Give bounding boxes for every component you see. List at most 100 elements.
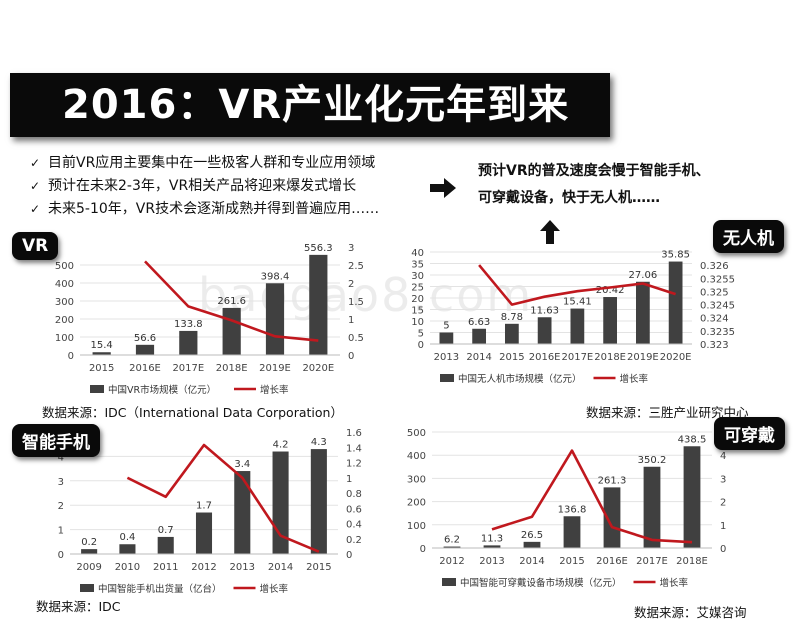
page-title: 2016：VR产业化元年到来 bbox=[62, 82, 570, 128]
y-tick-label: 300 bbox=[407, 474, 426, 485]
bar bbox=[472, 328, 487, 344]
y-tick-label: 200 bbox=[55, 315, 74, 326]
y-tick-label: 1 bbox=[58, 526, 64, 537]
data-label: 8.78 bbox=[501, 312, 523, 323]
data-label: 133.8 bbox=[174, 319, 203, 330]
bar bbox=[222, 307, 241, 355]
legend-bar-label: 中国VR市场规模（亿元） bbox=[108, 384, 216, 396]
y-tick-label: 500 bbox=[407, 428, 426, 439]
legend-bar-swatch bbox=[90, 385, 104, 393]
source-note-smartphone: 数据来源：IDC bbox=[36, 599, 121, 614]
y2-tick-label: 1.6 bbox=[346, 428, 362, 439]
title-banner: 2016：VR产业化元年到来 bbox=[10, 73, 610, 137]
data-label: 0.4 bbox=[119, 532, 135, 543]
x-tick-label: 2019E bbox=[627, 352, 659, 363]
bullet-item: ✓ 未来5-10年，VR技术会逐渐成熟并得到普遍应用…… bbox=[30, 198, 379, 221]
arrow-up-icon bbox=[540, 220, 560, 244]
bar bbox=[92, 352, 111, 355]
y2-tick-label: 0.323 bbox=[700, 340, 729, 351]
x-tick-label: 2017E bbox=[172, 363, 204, 374]
arrow-right-icon bbox=[430, 178, 456, 198]
callout-text: 预计VR的普及速度会慢于智能手机、 可穿戴设备，快于无人机…… bbox=[478, 163, 710, 206]
y2-tick-label: 0 bbox=[346, 550, 352, 561]
data-label: 11.63 bbox=[530, 305, 559, 316]
y2-tick-label: 0 bbox=[348, 351, 354, 362]
y-tick-label: 400 bbox=[55, 279, 74, 290]
data-label: 3.4 bbox=[234, 459, 250, 470]
data-label: 26.5 bbox=[521, 530, 543, 541]
bar bbox=[157, 536, 174, 554]
bar bbox=[483, 545, 501, 548]
bar bbox=[81, 549, 98, 554]
chart-tag-vr: VR bbox=[12, 232, 59, 260]
legend-line-label: 增长率 bbox=[260, 583, 289, 595]
y2-tick-label: 0 bbox=[720, 544, 726, 555]
y-tick-label: 0 bbox=[68, 351, 74, 362]
bar bbox=[563, 516, 581, 548]
x-tick-label: 2014 bbox=[466, 352, 491, 363]
bar bbox=[537, 317, 552, 344]
growth-line bbox=[478, 264, 677, 306]
x-tick-label: 2015 bbox=[89, 363, 114, 374]
bar bbox=[603, 297, 618, 344]
smartphone-shipment-chart: 0 1 2 3 4 0 0.2 0.4 0.6 0.8 1 1.2 1.4 1.6 0.2 2009 0.4 20… bbox=[58, 428, 362, 595]
y-tick-label: 300 bbox=[55, 297, 74, 308]
data-label: 1.7 bbox=[196, 501, 212, 512]
bar bbox=[135, 344, 155, 355]
y2-tick-label: 0.5 bbox=[348, 333, 364, 344]
bullet-item: ✓ 预计在未来2-3年，VR相关产品将迎来爆发式增长 bbox=[30, 175, 379, 198]
data-label: 6.2 bbox=[444, 535, 460, 546]
x-tick-label: 2013 bbox=[230, 562, 255, 573]
y-tick-label: 20 bbox=[411, 294, 424, 305]
y2-tick-label: 1.4 bbox=[346, 443, 362, 454]
legend-line-label: 增长率 bbox=[620, 373, 649, 385]
legend-bar-swatch bbox=[80, 584, 94, 592]
x-tick-label: 2020E bbox=[660, 352, 692, 363]
legend-bar-label: 中国智能手机出货量（亿台） bbox=[98, 583, 222, 595]
y-tick-label: 10 bbox=[411, 317, 424, 328]
x-tick-label: 2010 bbox=[115, 562, 140, 573]
bar bbox=[643, 466, 661, 548]
data-label: 5 bbox=[443, 321, 449, 332]
bar bbox=[265, 283, 285, 355]
y2-tick-label: 0.325 bbox=[700, 287, 729, 298]
bar bbox=[635, 281, 650, 344]
y2-tick-label: 2 bbox=[348, 279, 354, 290]
y2-tick-label: 2.5 bbox=[348, 261, 364, 272]
y-tick-label: 0 bbox=[420, 544, 426, 555]
data-label: 20.42 bbox=[596, 285, 625, 296]
legend-line-label: 增长率 bbox=[260, 384, 289, 396]
y-tick-label: 40 bbox=[411, 248, 424, 259]
y2-tick-label: 0.4 bbox=[346, 520, 362, 531]
bar bbox=[179, 330, 198, 355]
x-tick-label: 2012 bbox=[191, 562, 216, 573]
y2-tick-label: 4 bbox=[720, 451, 726, 462]
data-label: 438.5 bbox=[678, 434, 707, 445]
watermark: baogao8.com bbox=[198, 268, 534, 322]
data-label: 56.6 bbox=[134, 333, 156, 344]
check-icon: ✓ bbox=[30, 202, 41, 216]
y2-tick-label: 3 bbox=[720, 474, 726, 485]
chart-tag-drone: 无人机 bbox=[713, 220, 784, 253]
y-tick-label: 500 bbox=[55, 261, 74, 272]
y2-tick-label: 0.3235 bbox=[700, 327, 735, 338]
legend-bar-swatch bbox=[440, 374, 454, 382]
y-tick-label: 400 bbox=[407, 451, 426, 462]
x-tick-label: 2016E bbox=[596, 556, 628, 567]
source-note-wearable: 数据来源：艾媒咨询 bbox=[634, 605, 747, 620]
y-tick-label: 0 bbox=[418, 340, 424, 351]
bar bbox=[443, 546, 461, 548]
y-tick-label: 15 bbox=[411, 306, 424, 317]
x-tick-label: 2018E bbox=[676, 556, 708, 567]
y2-tick-label: 1.5 bbox=[348, 297, 364, 308]
y-tick-label: 3 bbox=[58, 477, 64, 488]
bar bbox=[523, 541, 541, 548]
x-tick-label: 2009 bbox=[76, 562, 101, 573]
data-label: 0.7 bbox=[158, 525, 174, 536]
data-label: 261.3 bbox=[598, 475, 627, 486]
x-tick-label: 2016E bbox=[129, 363, 161, 374]
legend-bar-label: 中国智能可穿戴设备市场规模（亿元） bbox=[460, 577, 622, 589]
bar bbox=[504, 323, 519, 344]
data-label: 15.4 bbox=[91, 340, 113, 351]
data-label: 261.6 bbox=[217, 296, 246, 307]
